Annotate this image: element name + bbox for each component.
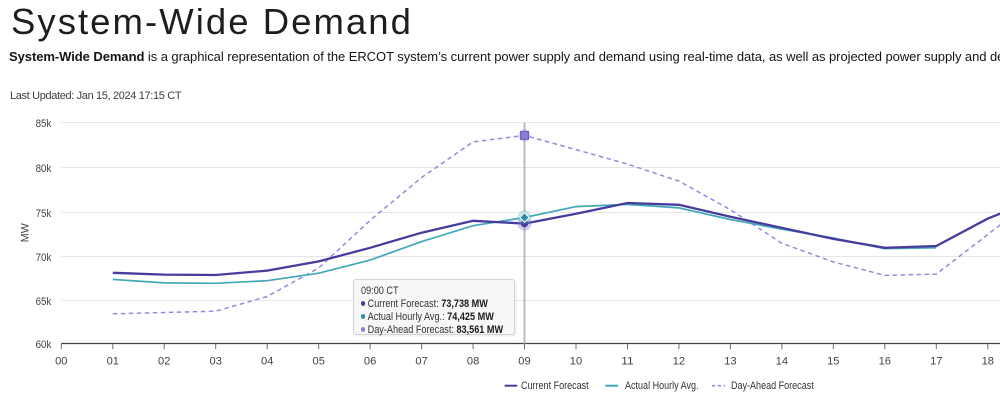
svg-text:16: 16 — [879, 356, 891, 368]
svg-text:09: 09 — [518, 356, 530, 368]
svg-text:80k: 80k — [36, 163, 52, 175]
svg-text:75k: 75k — [36, 208, 52, 220]
svg-text:08: 08 — [467, 356, 479, 368]
svg-text:07: 07 — [415, 356, 427, 368]
svg-text:MW: MW — [19, 223, 31, 243]
svg-text:85k: 85k — [36, 118, 52, 130]
svg-text:11: 11 — [621, 356, 633, 368]
svg-text:05: 05 — [313, 356, 325, 368]
svg-text:15: 15 — [827, 356, 839, 368]
svg-text:00: 00 — [55, 356, 67, 368]
svg-text:03: 03 — [210, 356, 222, 368]
svg-text:06: 06 — [364, 356, 376, 368]
svg-text:01: 01 — [107, 356, 119, 368]
svg-text:10: 10 — [570, 356, 582, 368]
svg-text:17: 17 — [930, 356, 942, 368]
svg-text:18: 18 — [982, 356, 994, 368]
svg-text:65k: 65k — [36, 296, 52, 308]
svg-text:70k: 70k — [36, 252, 52, 264]
svg-text:02: 02 — [158, 356, 170, 368]
svg-text:04: 04 — [261, 356, 273, 368]
svg-text:12: 12 — [673, 356, 685, 368]
svg-text:60k: 60k — [36, 339, 52, 351]
svg-text:14: 14 — [776, 356, 788, 368]
svg-text:13: 13 — [724, 356, 736, 368]
